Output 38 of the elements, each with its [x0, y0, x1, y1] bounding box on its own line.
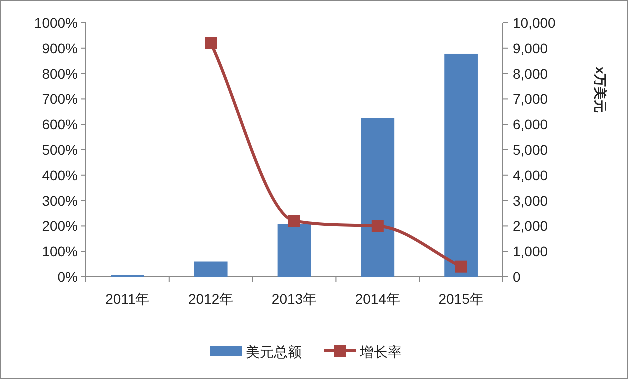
y2-tick-label: 2,000 — [513, 218, 548, 234]
y2-tick-label: 1,000 — [513, 244, 548, 260]
y2-tick-label: 6,000 — [513, 116, 548, 133]
y2-tick-label: 4,000 — [513, 167, 548, 184]
y2-tick-label: 5,000 — [513, 142, 548, 158]
x-tick-label: 2015年 — [438, 291, 484, 307]
y2-tick-label: 9,000 — [513, 40, 548, 56]
bar — [194, 262, 228, 277]
point — [372, 220, 384, 232]
legend-label: 增长率 — [359, 344, 402, 360]
x-tick-label: 2012年 — [188, 291, 234, 307]
point — [288, 215, 300, 228]
y-tick-label: 700% — [42, 91, 78, 108]
y2-tick-label: 3,000 — [513, 192, 548, 209]
y-tick-label: 900% — [42, 40, 78, 56]
y-tick-label: 800% — [42, 66, 78, 82]
point — [205, 37, 218, 50]
y-tick-label: 0% — [58, 269, 78, 285]
x-tick-label: 2011年 — [106, 291, 150, 307]
x-tick-label: 2013年 — [272, 291, 318, 307]
y-tick-label: 200% — [42, 218, 78, 234]
y2-tick-label: 8,000 — [513, 66, 548, 82]
y-tick-label: 500% — [42, 142, 78, 158]
y-tick-label: 100% — [42, 244, 78, 260]
legend-label: 美元总额 — [246, 344, 302, 360]
y-tick-label: 300% — [42, 192, 78, 209]
y2-tick-label: 0 — [513, 269, 521, 285]
bar — [278, 224, 312, 277]
y2-tick-label: 10,000 — [513, 15, 556, 31]
point — [455, 260, 468, 273]
y-tick-label: 600% — [42, 116, 78, 133]
bar — [361, 118, 395, 277]
y2-axis-title: x万美元 — [593, 66, 608, 114]
bar — [444, 54, 478, 277]
y2-tick-label: 7,000 — [513, 91, 548, 108]
x-tick-label: 2014年 — [355, 291, 400, 307]
y-tick-label: 1000% — [34, 15, 78, 31]
y-tick-label: 400% — [42, 167, 78, 184]
